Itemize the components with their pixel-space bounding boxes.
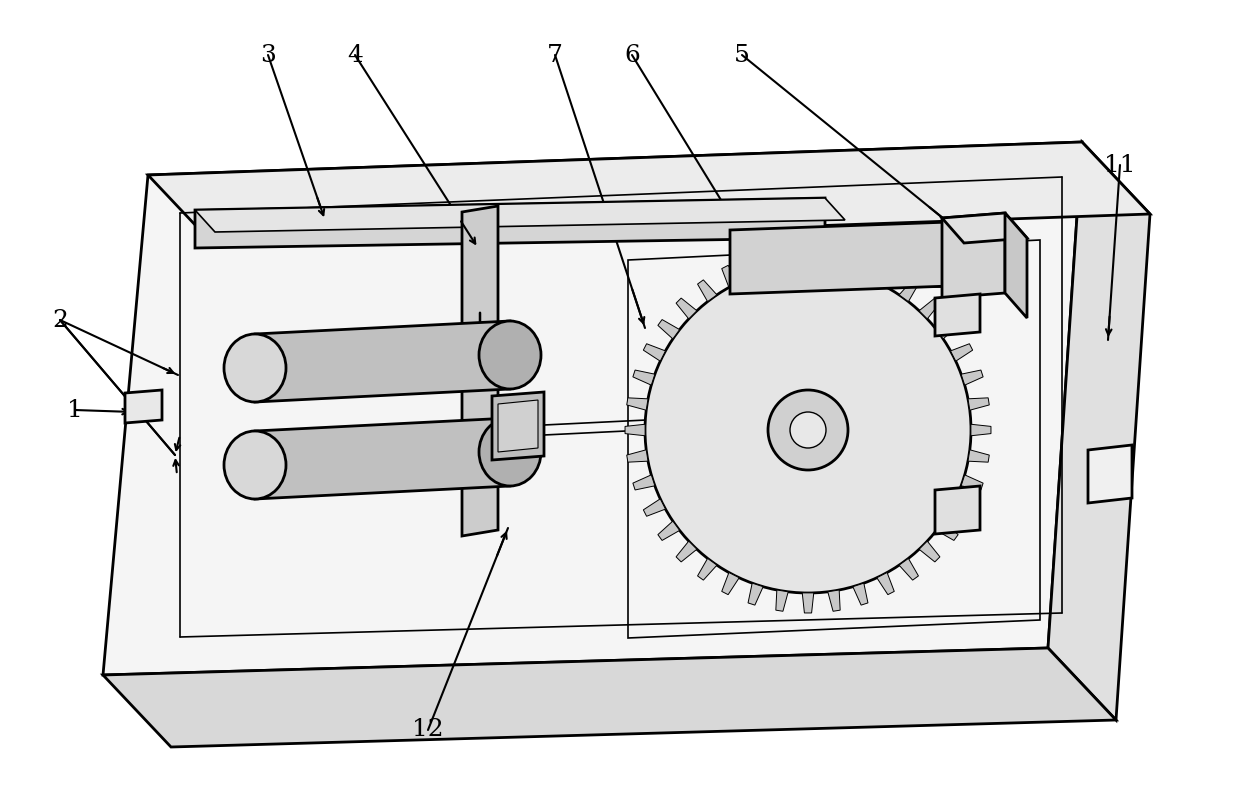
Ellipse shape — [479, 418, 541, 486]
Polygon shape — [103, 648, 1116, 747]
Polygon shape — [676, 541, 697, 562]
Polygon shape — [828, 249, 841, 270]
Polygon shape — [148, 142, 1149, 247]
Polygon shape — [802, 247, 813, 267]
Polygon shape — [899, 559, 919, 580]
Text: 7: 7 — [547, 43, 563, 66]
Polygon shape — [626, 398, 649, 410]
Polygon shape — [935, 294, 980, 336]
Polygon shape — [802, 593, 813, 613]
Polygon shape — [255, 418, 510, 499]
Polygon shape — [961, 370, 983, 385]
Polygon shape — [632, 370, 655, 385]
Ellipse shape — [479, 321, 541, 389]
Polygon shape — [625, 424, 645, 436]
Polygon shape — [676, 298, 697, 319]
Polygon shape — [899, 280, 919, 301]
Circle shape — [768, 390, 848, 470]
Text: 12: 12 — [412, 719, 444, 742]
Polygon shape — [828, 590, 841, 611]
Polygon shape — [936, 521, 959, 540]
Polygon shape — [658, 521, 680, 540]
Polygon shape — [877, 573, 894, 595]
Polygon shape — [919, 541, 940, 562]
Polygon shape — [968, 398, 990, 410]
Polygon shape — [748, 255, 763, 277]
Ellipse shape — [224, 334, 286, 402]
Polygon shape — [730, 222, 950, 294]
Polygon shape — [1048, 142, 1149, 720]
Text: 3: 3 — [260, 43, 277, 66]
Polygon shape — [698, 280, 717, 301]
Text: 2: 2 — [52, 308, 68, 331]
Polygon shape — [195, 198, 825, 248]
Polygon shape — [626, 450, 649, 462]
Polygon shape — [463, 206, 498, 536]
Circle shape — [645, 267, 971, 593]
Polygon shape — [776, 590, 789, 611]
Circle shape — [790, 412, 826, 448]
Polygon shape — [942, 213, 1004, 298]
Text: 11: 11 — [1105, 154, 1136, 177]
Polygon shape — [1087, 445, 1132, 503]
Polygon shape — [698, 559, 717, 580]
Polygon shape — [971, 424, 991, 436]
Ellipse shape — [224, 431, 286, 499]
Polygon shape — [853, 583, 868, 605]
Polygon shape — [961, 475, 983, 490]
Polygon shape — [1004, 213, 1027, 318]
Polygon shape — [748, 583, 763, 605]
Polygon shape — [968, 450, 990, 462]
Text: 6: 6 — [624, 43, 640, 66]
Polygon shape — [103, 142, 1083, 675]
Polygon shape — [632, 475, 655, 490]
Polygon shape — [722, 265, 739, 287]
Polygon shape — [722, 573, 739, 595]
Polygon shape — [919, 298, 940, 319]
Text: 5: 5 — [734, 43, 750, 66]
Polygon shape — [492, 392, 544, 460]
Polygon shape — [644, 499, 666, 516]
Polygon shape — [644, 344, 666, 361]
Text: 1: 1 — [67, 398, 83, 421]
Polygon shape — [776, 249, 789, 270]
Polygon shape — [195, 198, 844, 232]
Text: 4: 4 — [347, 43, 363, 66]
Polygon shape — [498, 400, 538, 452]
Polygon shape — [877, 265, 894, 287]
Polygon shape — [255, 321, 510, 402]
Polygon shape — [936, 320, 959, 339]
Polygon shape — [951, 344, 972, 361]
Polygon shape — [942, 213, 1027, 243]
Polygon shape — [853, 255, 868, 277]
Polygon shape — [658, 320, 680, 339]
Polygon shape — [935, 486, 980, 534]
Polygon shape — [125, 390, 162, 423]
Polygon shape — [951, 499, 972, 516]
